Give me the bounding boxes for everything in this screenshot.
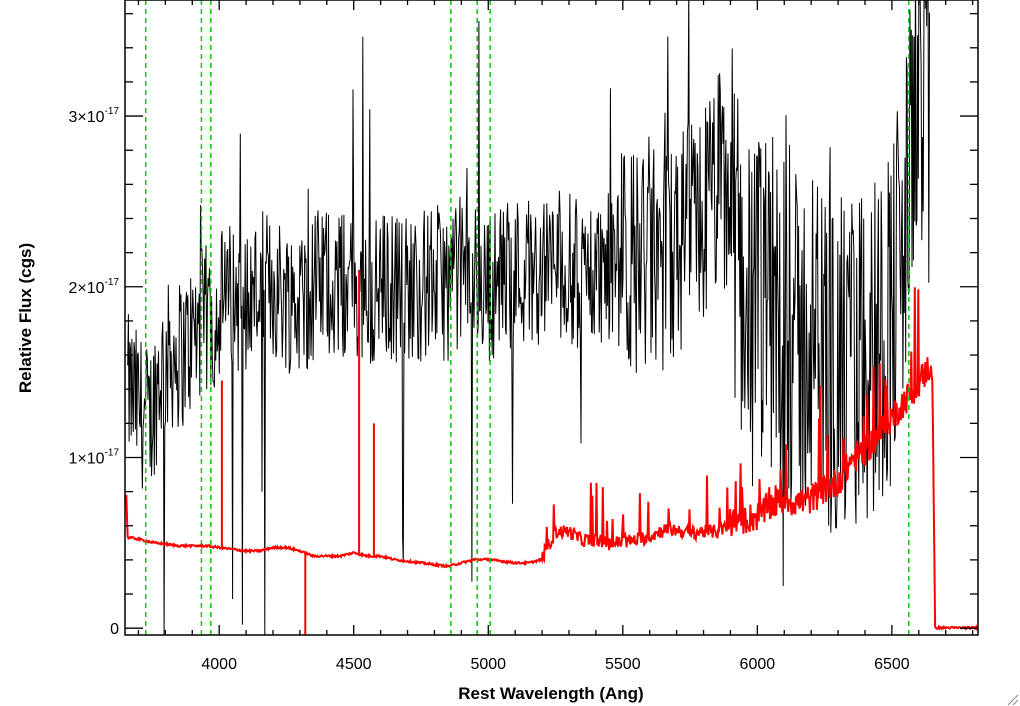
x-axis: 4000 4500 5000 5500 6000 6500	[137, 0, 974, 673]
y-tick-label: 1×10-17	[69, 447, 120, 467]
y-axis-title: Relative Flux (cgs)	[16, 243, 35, 393]
y-tick-label: 0	[110, 621, 119, 638]
y-tick-label: 2×10-17	[69, 277, 120, 297]
model-series-line	[125, 287, 978, 632]
x-tick-label: 5000	[470, 656, 506, 673]
x-tick-label: 4000	[201, 656, 237, 673]
y-axis: 0 1×10-17 2×10-17 3×10-17	[69, 13, 978, 638]
x-tick-label: 6500	[874, 656, 910, 673]
x-axis-title: Rest Wavelength (Ang)	[458, 684, 643, 703]
plot-frame	[124, 0, 979, 636]
spectrum-series-line	[127, 0, 930, 635]
x-tick-label: 4500	[336, 656, 372, 673]
y-tick-label: 3×10-17	[69, 106, 120, 126]
resize-grip-icon[interactable]	[1007, 694, 1019, 706]
x-tick-label: 5500	[605, 656, 641, 673]
x-tick-label: 6000	[740, 656, 776, 673]
